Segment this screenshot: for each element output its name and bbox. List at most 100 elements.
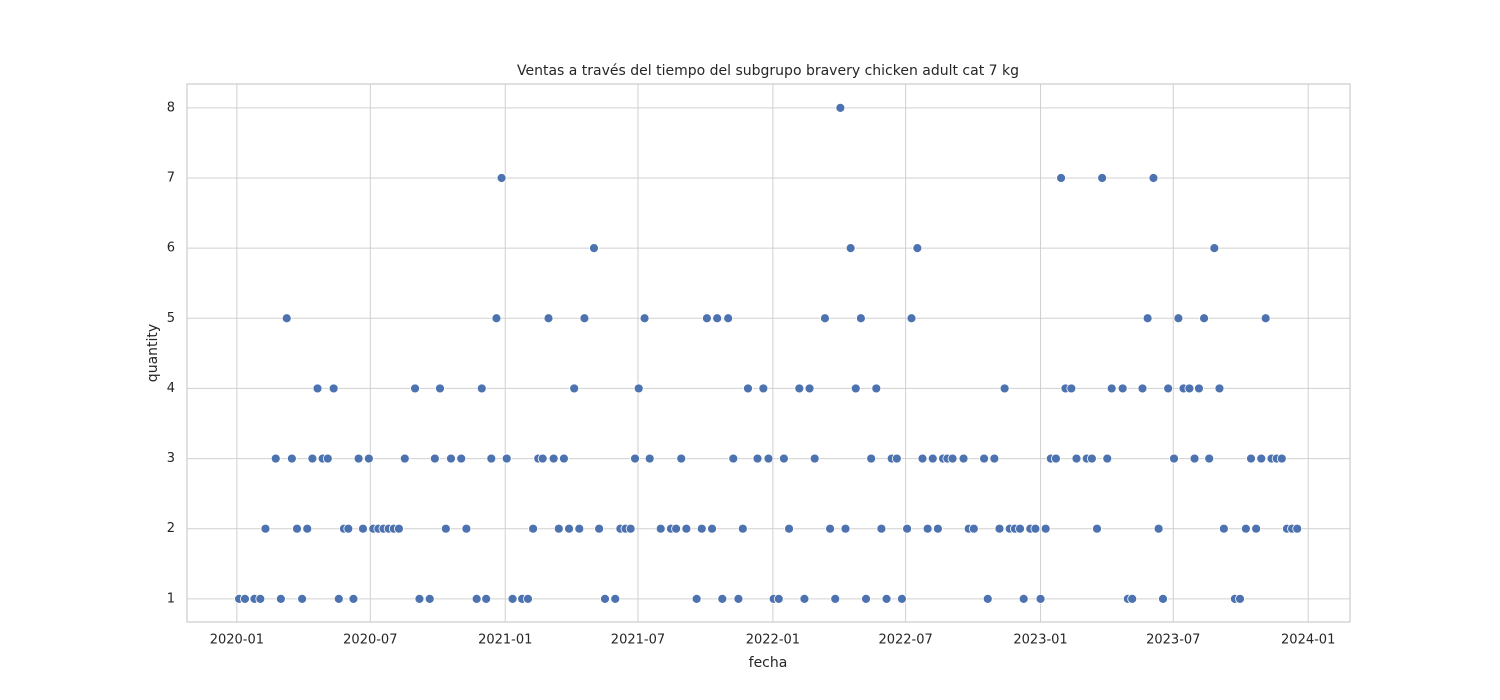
point <box>1209 243 1220 254</box>
y-tick-label: 5 <box>167 311 175 326</box>
point <box>1142 313 1153 324</box>
point <box>671 523 682 534</box>
point <box>835 102 846 113</box>
point <box>353 453 364 464</box>
point <box>799 593 810 604</box>
point <box>1030 523 1041 534</box>
point <box>496 173 507 183</box>
x-axis-title: fecha <box>749 655 788 671</box>
point <box>1092 523 1102 534</box>
x-tick-label: 2022-01 <box>746 633 800 648</box>
point <box>292 523 302 534</box>
point <box>446 453 456 464</box>
point <box>1051 453 1061 464</box>
point <box>696 523 707 534</box>
point <box>1163 383 1174 394</box>
point <box>1204 453 1215 464</box>
point <box>773 593 784 604</box>
y-tick-label: 4 <box>167 381 175 396</box>
point <box>435 383 445 394</box>
point <box>594 523 605 534</box>
point <box>1173 313 1184 324</box>
x-tick-label: 2021-07 <box>611 633 665 648</box>
point <box>876 523 887 534</box>
point <box>1218 523 1229 534</box>
point <box>712 313 723 324</box>
point <box>1040 523 1051 534</box>
point <box>574 523 585 534</box>
point <box>639 313 650 324</box>
point <box>784 523 794 534</box>
point <box>958 453 969 464</box>
point <box>328 383 339 394</box>
point <box>1097 173 1108 183</box>
point <box>424 593 435 604</box>
point <box>1071 453 1082 464</box>
point <box>861 593 871 604</box>
x-tick-label: 2024-01 <box>1281 633 1335 648</box>
point <box>728 453 739 464</box>
y-tick-label: 7 <box>167 170 175 185</box>
point <box>1189 453 1200 464</box>
point <box>429 453 440 464</box>
point <box>600 593 610 604</box>
point <box>1246 453 1256 464</box>
point <box>897 593 907 604</box>
x-tick-label: 2020-07 <box>343 633 397 648</box>
point <box>881 593 892 604</box>
point <box>471 593 482 604</box>
point <box>912 243 923 254</box>
point <box>999 383 1010 394</box>
point <box>855 313 866 324</box>
point <box>691 593 702 604</box>
point <box>486 453 497 464</box>
point <box>633 383 644 394</box>
point <box>840 523 851 534</box>
x-tick-label: 2022-07 <box>878 633 932 648</box>
point <box>630 453 640 464</box>
point <box>932 523 943 534</box>
x-tick-label: 2020-01 <box>210 633 264 648</box>
point <box>358 523 368 534</box>
point <box>778 453 789 464</box>
y-tick-label: 8 <box>167 100 175 115</box>
point <box>820 313 830 324</box>
point <box>1276 453 1287 464</box>
point <box>528 523 539 534</box>
point <box>322 453 333 464</box>
point <box>579 313 590 324</box>
point <box>1086 453 1097 464</box>
point <box>501 453 512 464</box>
point <box>548 453 559 464</box>
point <box>553 523 564 534</box>
chart-title: Ventas a través del tiempo del subgrupo … <box>517 63 1019 79</box>
point <box>927 453 938 464</box>
point <box>240 593 250 604</box>
point <box>1292 523 1303 534</box>
point <box>1169 453 1179 464</box>
point <box>994 523 1005 534</box>
point <box>1018 593 1029 604</box>
point <box>707 523 717 534</box>
point <box>850 383 861 394</box>
point <box>394 523 404 534</box>
point <box>1194 383 1204 394</box>
point <box>1056 173 1066 183</box>
point <box>902 523 912 534</box>
point <box>922 523 933 534</box>
point <box>302 523 313 534</box>
point <box>1102 453 1113 464</box>
point <box>1035 593 1046 604</box>
point <box>717 593 728 604</box>
point <box>676 453 687 464</box>
point <box>891 453 902 464</box>
point <box>625 523 636 534</box>
point <box>481 593 492 604</box>
point <box>523 593 533 604</box>
y-tick-label: 6 <box>167 241 175 256</box>
point <box>1199 313 1209 324</box>
point <box>752 453 763 464</box>
point <box>333 593 344 604</box>
point <box>1117 383 1128 394</box>
